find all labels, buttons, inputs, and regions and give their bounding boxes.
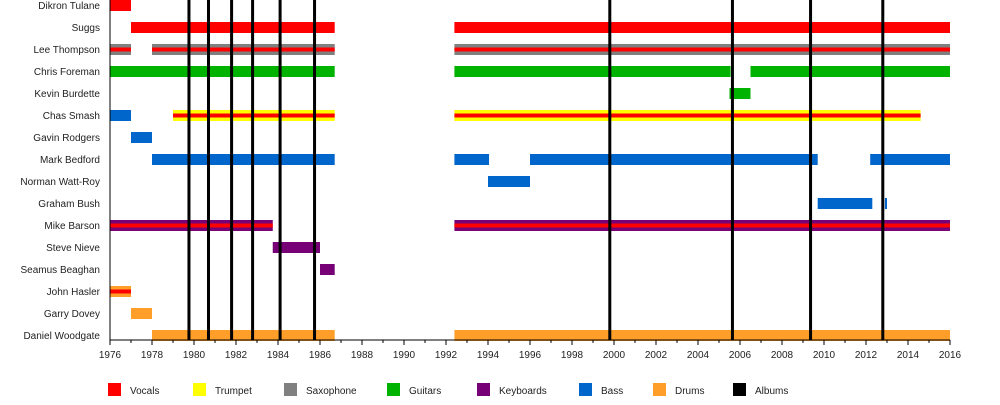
x-tick-label: 2002 (645, 350, 668, 361)
legend-swatch-vocals (108, 383, 121, 396)
legend-label-keyboards: Keyboards (499, 386, 547, 397)
x-tick-label: 1992 (435, 350, 458, 361)
legend-label-trumpet: Trumpet (215, 386, 252, 397)
member-label: Kevin Burdette (34, 89, 100, 100)
x-tick-label: 1996 (519, 350, 542, 361)
x-tick-label: 2014 (897, 350, 920, 361)
x-tick-label: 2008 (771, 350, 794, 361)
member-label: Chas Smash (43, 111, 100, 122)
bar-vocals (454, 22, 950, 33)
bar-bass (152, 154, 335, 165)
member-label: Mark Bedford (40, 155, 100, 166)
bar-vocals-stripe (110, 289, 131, 294)
bar-keyboards (320, 264, 335, 275)
x-tick-label: 1988 (351, 350, 374, 361)
x-tick-label: 1984 (267, 350, 290, 361)
bar-guitars (110, 66, 335, 77)
x-tick-label: 1982 (225, 350, 248, 361)
legend-swatch-bass (579, 383, 592, 396)
legend-label-albums: Albums (755, 386, 788, 397)
bar-drums (152, 330, 335, 341)
bar-guitars (750, 66, 950, 77)
member-label: Lee Thompson (33, 45, 100, 56)
bar-bass (131, 132, 152, 143)
bar-bass (817, 198, 873, 209)
bar-bass (884, 198, 887, 209)
member-label: Steve Nieve (46, 243, 100, 254)
x-tick-label: 2006 (729, 350, 752, 361)
x-tick-label: 2000 (603, 350, 626, 361)
legend-label-bass: Bass (601, 386, 623, 397)
bar-bass (488, 176, 530, 187)
x-tick-label: 2012 (855, 350, 878, 361)
legend-swatch-trumpet (193, 383, 206, 396)
member-label: Graham Bush (38, 199, 100, 210)
legend-swatch-drums (653, 383, 666, 396)
bar-bass (454, 154, 490, 165)
member-label: John Hasler (47, 287, 101, 298)
x-tick-label: 2010 (813, 350, 836, 361)
x-tick-label: 1986 (309, 350, 332, 361)
member-label: Mike Barson (44, 221, 100, 232)
bar-vocals-stripe (152, 47, 335, 52)
member-label: Daniel Woodgate (23, 331, 100, 342)
bar-keyboards (272, 242, 320, 253)
x-tick-label: 1998 (561, 350, 584, 361)
x-tick-label: 1978 (141, 350, 164, 361)
member-label: Dikron Tulane (38, 1, 100, 12)
legend-label-drums: Drums (675, 386, 704, 397)
bar-vocals-stripe (454, 223, 950, 228)
bar-vocals-stripe (454, 113, 921, 118)
member-label: Gavin Rodgers (33, 133, 100, 144)
member-label: Seamus Beaghan (20, 265, 100, 276)
member-label: Suggs (72, 23, 100, 34)
x-tick-label: 2004 (687, 350, 710, 361)
bar-vocals-stripe (110, 47, 131, 52)
legend-label-vocals: Vocals (130, 386, 159, 397)
legend-swatch-saxophone (284, 383, 297, 396)
bar-vocals (110, 0, 131, 11)
member-label: Norman Watt-Roy (20, 177, 100, 188)
x-tick-label: 2016 (939, 350, 962, 361)
legend-swatch-guitars (387, 383, 400, 396)
bar-vocals-stripe (110, 223, 273, 228)
bar-guitars (454, 66, 731, 77)
member-label: Chris Foreman (34, 67, 100, 78)
bar-vocals-stripe (454, 47, 950, 52)
legend-swatch-keyboards (477, 383, 490, 396)
bar-drums (454, 330, 950, 341)
bar-guitars (729, 88, 751, 99)
legend-label-guitars: Guitars (409, 386, 441, 397)
x-tick-label: 1994 (477, 350, 500, 361)
bar-drums (131, 308, 152, 319)
x-tick-label: 1976 (99, 350, 122, 361)
bar-bass (110, 110, 131, 121)
legend-swatch-albums (733, 383, 746, 396)
bar-bass (870, 154, 950, 165)
x-tick-label: 1980 (183, 350, 206, 361)
member-label: Garry Dovey (44, 309, 100, 320)
legend-label-saxophone: Saxophone (306, 386, 357, 397)
x-tick-label: 1990 (393, 350, 416, 361)
bar-bass (530, 154, 818, 165)
